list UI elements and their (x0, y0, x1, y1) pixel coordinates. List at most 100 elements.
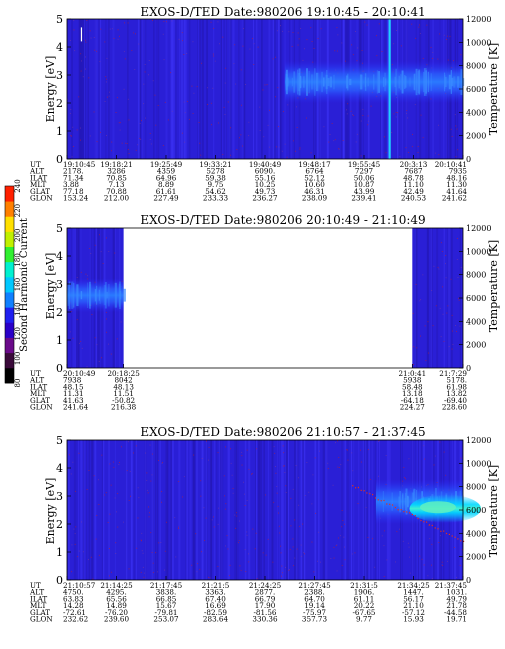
band-streak (394, 76, 396, 88)
spectrogram-streak (142, 19, 144, 159)
noise-speck (329, 134, 331, 135)
spectrogram-streak (368, 440, 370, 580)
panel-2-y2label: Temperature [K] (487, 240, 500, 332)
orbit-table-cell: -81.56 (253, 608, 276, 617)
noise-speck (395, 561, 396, 563)
spectrogram-streak (350, 440, 353, 580)
noise-speck (108, 251, 110, 252)
noise-speck (230, 127, 231, 129)
noise-speck (292, 488, 294, 490)
noise-speck (123, 521, 124, 523)
orbit-row-label: ALT (29, 376, 44, 385)
noise-speck (117, 38, 119, 40)
noise-speck (285, 485, 287, 487)
colorbar-swatch (5, 276, 14, 293)
orbit-table-cell: 19:55:45 (348, 160, 381, 169)
panel-2-orbit-table: UT 20:10:49 20:18:25 21:0:41 21:7:29 ALT 7938 8… (29, 364, 467, 412)
noise-speck (424, 325, 426, 327)
noise-speck (162, 33, 164, 35)
spectrogram-streak (159, 440, 161, 580)
noise-speck (273, 501, 275, 503)
spectrogram-streak (286, 440, 289, 580)
noise-speck (451, 314, 453, 316)
noise-speck (167, 119, 169, 121)
noise-speck (287, 104, 289, 106)
noise-speck (383, 530, 385, 532)
noise-speck (96, 344, 98, 346)
band-streak (398, 496, 400, 507)
noise-speck (105, 76, 107, 78)
noise-speck (429, 538, 431, 540)
spectrogram-streak (138, 19, 140, 159)
noise-speck (87, 275, 88, 277)
noise-speck (299, 147, 301, 149)
orbit-table-cell: 2877. (255, 588, 276, 597)
band-streak (349, 78, 352, 86)
spectrogram-streak (80, 440, 83, 580)
band-streak (409, 77, 411, 87)
noise-speck (300, 544, 302, 546)
temperature-tick-label: 6000 (466, 506, 486, 515)
band-streak (384, 78, 387, 86)
noise-speck (222, 154, 224, 155)
orbit-table-cell: 10.60 (304, 180, 325, 189)
band-streak (291, 77, 293, 87)
noise-speck (452, 330, 453, 332)
noise-speck (108, 343, 109, 345)
spectrogram-streak (221, 19, 223, 159)
noise-speck (115, 542, 117, 544)
noise-speck (245, 84, 246, 85)
noise-speck (213, 28, 215, 29)
data-coverage-block (412, 228, 463, 368)
noise-speck (256, 578, 258, 580)
band-streak (326, 70, 328, 95)
noise-speck (109, 28, 111, 30)
spectrogram-streak (184, 19, 187, 159)
band-streak (321, 71, 323, 93)
spectrogram-streak (296, 440, 299, 580)
noise-speck (341, 565, 343, 566)
noise-speck (336, 544, 338, 546)
noise-speck (85, 273, 87, 275)
spectrogram-streak (94, 19, 97, 159)
noise-speck (411, 146, 413, 148)
spectrogram-streak (273, 19, 275, 159)
noise-speck (214, 60, 216, 62)
noise-speck (81, 347, 83, 349)
colorbar-swatch (5, 216, 14, 232)
panel-3-y2label: Temperature [K] (487, 465, 500, 557)
colorbar-swatch (5, 201, 14, 217)
noise-speck (405, 147, 407, 149)
noise-speck (116, 511, 117, 513)
noise-speck (351, 44, 353, 46)
noise-speck (109, 548, 110, 549)
noise-speck (334, 139, 336, 141)
noise-speck (162, 462, 163, 463)
orbit-table-cell: 70.85 (106, 173, 127, 182)
panel-1-y2label: Temperature [K] (487, 43, 500, 135)
colorbar-tick-label: 240 (14, 179, 22, 192)
temperature-tick-label: 6000 (466, 85, 486, 94)
noise-speck (224, 114, 226, 115)
noise-speck (372, 538, 373, 540)
noise-speck (199, 568, 201, 570)
noise-speck (184, 141, 186, 143)
noise-speck (81, 60, 82, 62)
spectrogram-streak (127, 19, 129, 159)
noise-speck (124, 58, 126, 60)
noise-speck (186, 53, 188, 54)
noise-speck (234, 514, 236, 516)
band-streak (418, 69, 421, 95)
spectrogram-streak (95, 19, 97, 159)
band-streak (67, 284, 70, 306)
spectrogram-streak (302, 440, 305, 580)
orbit-table-cell: 3286 (107, 167, 126, 176)
noise-speck (277, 505, 279, 507)
noise-speck (213, 55, 215, 57)
orbit-table-cell: 238.09 (302, 194, 328, 203)
noise-speck (74, 533, 76, 535)
noise-speck (236, 149, 238, 150)
noise-speck (229, 564, 231, 566)
noise-speck (200, 495, 202, 497)
noise-speck (446, 312, 448, 314)
